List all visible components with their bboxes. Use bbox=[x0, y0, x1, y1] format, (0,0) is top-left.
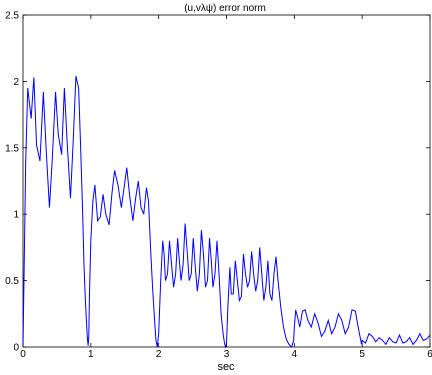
y-tick-label: 1.5 bbox=[5, 143, 19, 154]
plot-frame bbox=[22, 14, 431, 348]
plot-area bbox=[22, 14, 431, 349]
x-axis-label: sec bbox=[217, 361, 235, 373]
y-tick-label: 2.5 bbox=[5, 11, 19, 22]
series-line bbox=[22, 75, 431, 349]
x-tick-label: 0 bbox=[20, 349, 26, 360]
x-tick-label: 6 bbox=[427, 349, 432, 360]
y-tick-label: 1 bbox=[13, 210, 19, 221]
chart-title: (u,vλψ) error norm bbox=[184, 3, 266, 14]
x-tick-label: 2 bbox=[156, 349, 162, 360]
x-tick-label: 3 bbox=[224, 349, 230, 360]
x-axis: 0 1 2 3 4 5 6 bbox=[20, 15, 432, 360]
x-tick-label: 4 bbox=[292, 349, 298, 360]
y-tick-label: 2 bbox=[13, 77, 19, 88]
x-tick-label: 1 bbox=[88, 349, 94, 360]
y-tick-label: 0.5 bbox=[5, 276, 19, 287]
y-axis: 0 0.5 1 1.5 2 2.5 bbox=[5, 11, 430, 354]
y-tick-label: 0 bbox=[13, 343, 19, 354]
x-tick-label: 5 bbox=[359, 349, 365, 360]
